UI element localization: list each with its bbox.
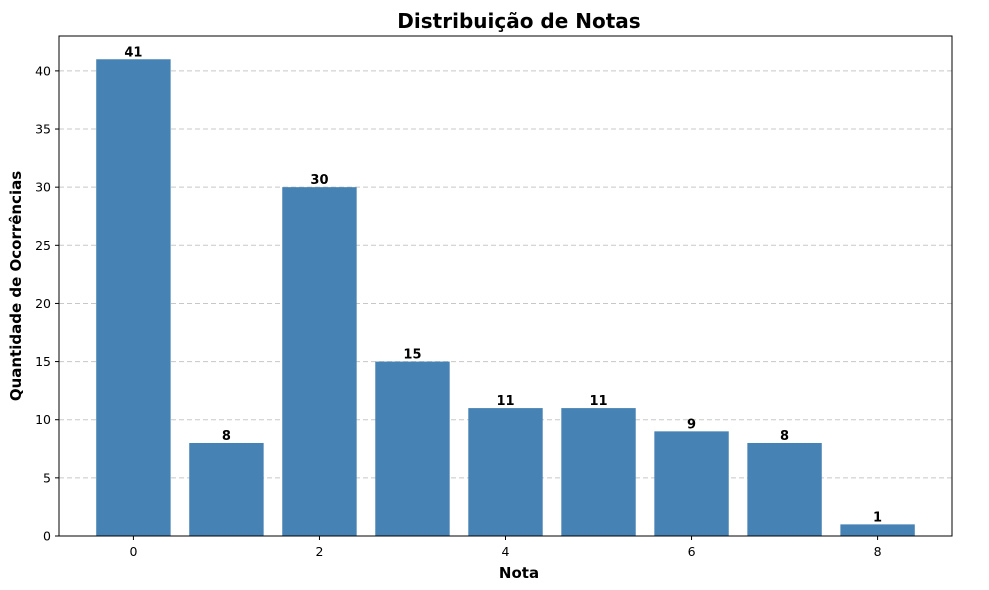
bar: [840, 524, 915, 536]
bar: [96, 59, 171, 537]
bar: [375, 361, 450, 536]
bar-value-label: 11: [496, 394, 514, 409]
y-axis-ticks: 0 5 10 15 20 25 30 35 40: [35, 63, 59, 544]
bar: [747, 442, 822, 536]
y-tick-label: 0: [43, 529, 51, 544]
bars: [96, 59, 915, 537]
bar: [654, 431, 729, 536]
x-tick-label: 2: [315, 544, 323, 559]
plot-frame: [58, 35, 953, 537]
bar: [282, 187, 357, 537]
bar-value-label: 1: [873, 510, 882, 525]
y-tick-label: 15: [35, 354, 51, 369]
x-axis-ticks: 0 2 4 6 8: [129, 536, 882, 559]
y-tick-label: 30: [35, 180, 51, 195]
x-axis-label: Nota: [499, 564, 539, 582]
bar-value-label: 8: [222, 429, 231, 444]
y-tick-label: 40: [35, 63, 51, 78]
bar-value-label: 15: [403, 348, 421, 363]
bar: [189, 442, 264, 536]
x-tick-label: 6: [688, 544, 696, 559]
y-axis-label: Quantidade de Ocorrências: [7, 171, 25, 401]
y-tick-label: 35: [35, 122, 51, 137]
bar-value-label: 9: [687, 417, 696, 432]
y-tick-label: 25: [35, 238, 51, 253]
x-tick-label: 8: [874, 544, 882, 559]
x-tick-label: 0: [129, 544, 137, 559]
chart-title: Distribuição de Notas: [397, 9, 640, 33]
bar: [561, 408, 636, 536]
bar-value-label: 8: [780, 429, 789, 444]
bar-value-label: 41: [124, 45, 142, 60]
y-tick-label: 20: [35, 296, 51, 311]
x-tick-label: 4: [502, 544, 510, 559]
y-tick-label: 5: [43, 470, 51, 485]
data-labels: 41 8 30 15 11 11 9 8 1: [124, 45, 882, 525]
bar: [468, 408, 543, 536]
bar-value-label: 30: [310, 173, 328, 188]
bar-value-label: 11: [589, 394, 607, 409]
y-tick-label: 10: [35, 412, 51, 427]
grid-lines: [59, 70, 952, 479]
